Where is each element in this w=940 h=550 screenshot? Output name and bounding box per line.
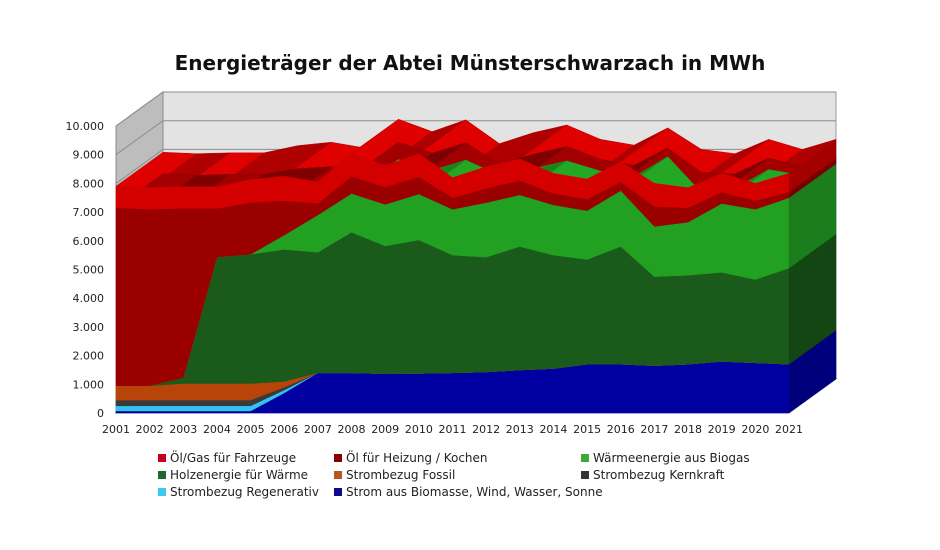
x-tick-label: 2009	[371, 423, 399, 436]
y-tick-label: 2.000	[73, 350, 105, 363]
legend-item-oel-gas-fahrzeuge: Öl/Gas für Fahrzeuge	[158, 451, 296, 465]
legend-swatch	[158, 454, 166, 462]
legend-label: Strombezug Regenerativ	[170, 485, 319, 499]
area-series	[115, 118, 837, 414]
x-tick-label: 2005	[237, 423, 265, 436]
y-tick-label: 7.000	[73, 206, 105, 219]
y-tick-label: 0	[97, 407, 104, 420]
y-tick-label: 3.000	[73, 321, 105, 334]
x-tick-label: 2015	[573, 423, 601, 436]
x-tick-label: 2008	[338, 423, 366, 436]
y-tick-label: 5.000	[73, 264, 105, 277]
x-tick-label: 2020	[741, 423, 769, 436]
legend-label: Strom aus Biomasse, Wind, Wasser, Sonne	[346, 485, 603, 499]
legend-label: Öl für Heizung / Kochen	[346, 451, 488, 465]
legend-label: Wärmeenergie aus Biogas	[593, 451, 750, 465]
legend-item-strom-biomasse: Strom aus Biomasse, Wind, Wasser, Sonne	[334, 485, 603, 499]
legend-label: Öl/Gas für Fahrzeuge	[170, 451, 297, 465]
x-tick-label: 2006	[270, 423, 298, 436]
legend-swatch	[334, 471, 342, 479]
x-tick-label: 2018	[674, 423, 702, 436]
legend-swatch	[158, 471, 166, 479]
x-tick-label: 2019	[708, 423, 736, 436]
x-tick-label: 2012	[472, 423, 500, 436]
chart-title: Energieträger der Abtei Münsterschwarzac…	[174, 51, 766, 75]
legend-label: Holzenergie für Wärme	[170, 468, 309, 482]
x-tick-label: 2001	[102, 423, 130, 436]
x-tick-label: 2002	[136, 423, 164, 436]
x-tick-label: 2017	[640, 423, 668, 436]
y-tick-label: 8.000	[73, 177, 105, 190]
legend-label: Strombezug Fossil	[346, 468, 456, 482]
legend-swatch	[581, 454, 589, 462]
x-tick-label: 2016	[607, 423, 635, 436]
x-tick-label: 2021	[775, 423, 803, 436]
y-tick-label: 6.000	[73, 235, 105, 248]
legend-swatch	[158, 488, 166, 496]
y-tick-label: 10.000	[66, 120, 105, 133]
legend-item-oel-heizung: Öl für Heizung / Kochen	[334, 451, 488, 465]
legend-item-strom-kernkraft: Strombezug Kernkraft	[581, 468, 724, 482]
legend-label: Strombezug Kernkraft	[593, 468, 725, 482]
x-tick-label: 2014	[539, 423, 567, 436]
x-tick-label: 2007	[304, 423, 332, 436]
y-tick-label: 9.000	[73, 149, 105, 162]
area-side-face	[788, 138, 837, 193]
x-tick-label: 2013	[506, 423, 534, 436]
legend-item-strom-regenerativ: Strombezug Regenerativ	[158, 485, 319, 499]
legend-item-strom-fossil: Strombezug Fossil	[334, 468, 455, 482]
legend-swatch	[334, 454, 342, 462]
x-tick-label: 2003	[169, 423, 197, 436]
x-axis-ticks: 2001 2002 2003 2004 2005 2006 2007 2008 2009 2010…	[102, 423, 803, 436]
legend-swatch	[334, 488, 342, 496]
legend-item-holzenergie: Holzenergie für Wärme	[158, 468, 308, 482]
x-tick-label: 2004	[203, 423, 231, 436]
gridline-side	[115, 120, 164, 156]
x-tick-label: 2010	[405, 423, 433, 436]
y-tick-label: 4.000	[73, 292, 105, 305]
gridline-side	[115, 148, 164, 184]
legend-item-biogas: Wärmeenergie aus Biogas	[581, 451, 750, 465]
x-tick-label: 2011	[439, 423, 467, 436]
legend-swatch	[581, 471, 589, 479]
gridline-side	[115, 91, 164, 127]
y-tick-label: 1.000	[73, 378, 105, 391]
y-axis-ticks: 0 1.000 2.000 3.000 4.000 5.000 6.000 7.000 8.00…	[66, 120, 105, 420]
